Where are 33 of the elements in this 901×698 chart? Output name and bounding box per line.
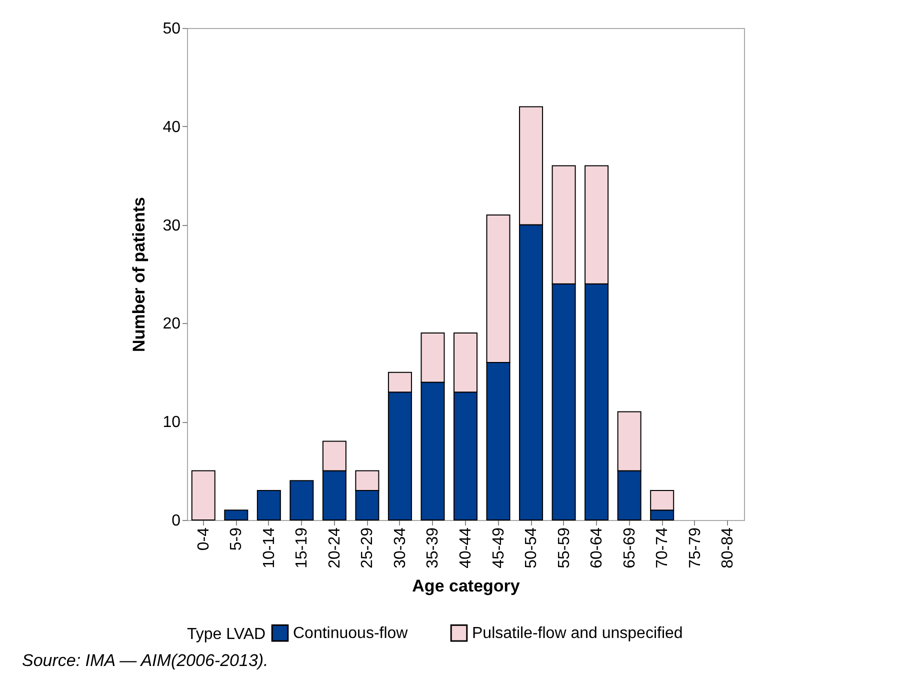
x-tick-label: 70-74 bbox=[654, 527, 672, 568]
legend-title: Type LVAD bbox=[187, 626, 266, 643]
x-tick-label: 30-34 bbox=[392, 527, 409, 568]
bar bbox=[224, 510, 248, 520]
x-tick-label: 80-84 bbox=[720, 527, 737, 568]
bar bbox=[290, 480, 314, 520]
y-tick-label: 40 bbox=[162, 118, 181, 136]
x-tick-label: 65-69 bbox=[621, 527, 638, 568]
x-tick-label: 55-59 bbox=[556, 527, 573, 568]
x-tick-label: 60-64 bbox=[588, 527, 606, 568]
x-tick-label: 50-54 bbox=[523, 527, 540, 568]
x-tick-label: 20-24 bbox=[326, 527, 344, 568]
y-tick-label: 0 bbox=[172, 512, 181, 530]
bar bbox=[191, 470, 216, 520]
x-axis-title: Age category bbox=[412, 576, 520, 596]
x-tick-label: 75-79 bbox=[686, 527, 704, 568]
y-tick-label: 10 bbox=[162, 414, 181, 432]
legend-label: Pulsatile-flow and unspecified bbox=[472, 625, 683, 642]
x-tick-label: 45-49 bbox=[490, 527, 508, 568]
x-tick-label: 40-44 bbox=[458, 527, 474, 568]
x-tick-label: 5-9 bbox=[228, 527, 246, 551]
x-tick-label: 35-39 bbox=[424, 527, 442, 568]
x-tick-label: 0-4 bbox=[195, 527, 212, 551]
legend-label: Continuous-flow bbox=[293, 625, 408, 642]
bar bbox=[256, 490, 281, 520]
y-tick-label: 20 bbox=[162, 316, 181, 333]
x-tick-label: 10-14 bbox=[260, 527, 278, 568]
y-tick-label: 30 bbox=[162, 217, 181, 234]
source-note: Source: IMA — AIM(2006-2013). bbox=[22, 651, 270, 671]
y-axis-title: Number of patients bbox=[130, 197, 149, 352]
y-tick-label: 50 bbox=[162, 20, 181, 38]
x-tick-label: 15-19 bbox=[294, 527, 311, 568]
x-tick-label: 25-29 bbox=[359, 527, 376, 568]
